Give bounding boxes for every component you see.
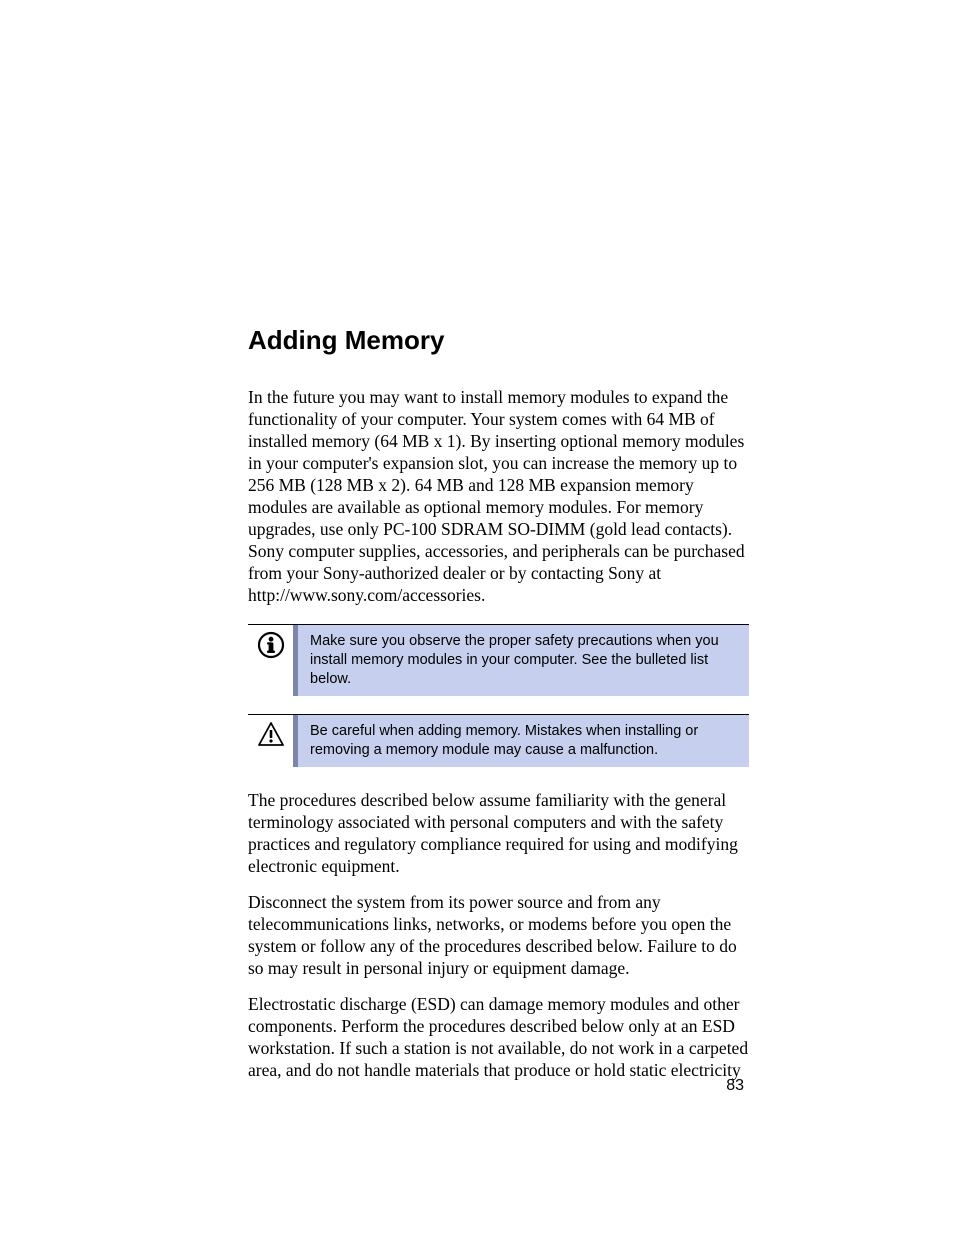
intro-paragraph: In the future you may want to install me… <box>248 386 749 606</box>
info-icon <box>248 625 293 696</box>
warning-note-block: Be careful when adding memory. Mistakes … <box>248 714 749 767</box>
paragraph-4: Electrostatic discharge (ESD) can damage… <box>248 993 749 1081</box>
warning-note-text: Be careful when adding memory. Mistakes … <box>298 715 749 767</box>
page: Adding Memory In the future you may want… <box>0 0 954 1235</box>
info-note-text: Make sure you observe the proper safety … <box>298 625 749 696</box>
page-title: Adding Memory <box>248 325 749 356</box>
paragraph-2: The procedures described below assume fa… <box>248 789 749 877</box>
warning-icon <box>248 715 293 767</box>
page-number: 83 <box>726 1077 744 1095</box>
info-note-block: Make sure you observe the proper safety … <box>248 624 749 696</box>
paragraph-3: Disconnect the system from its power sou… <box>248 891 749 979</box>
